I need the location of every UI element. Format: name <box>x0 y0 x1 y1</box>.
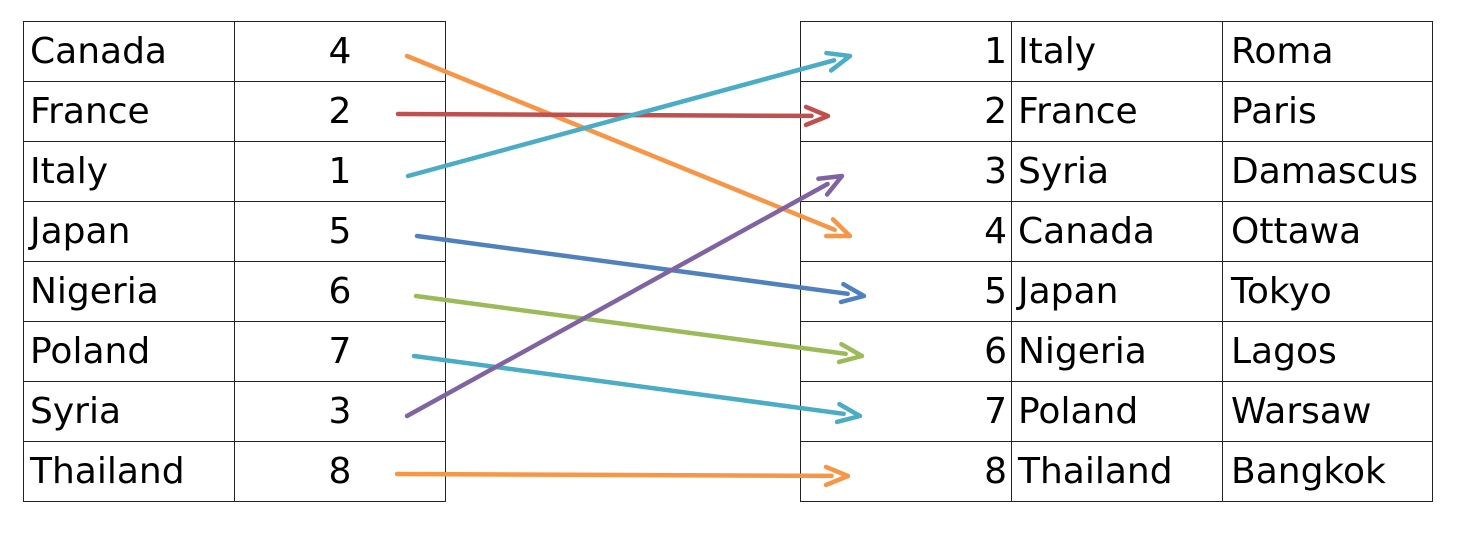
table-row: 5 Japan Tokyo <box>800 261 1433 322</box>
left-index-table: Canada 4 France 2 Italy 1 Japan 5 Nigeria 6 P… <box>23 21 446 502</box>
table-row: 4 Canada Ottawa <box>800 201 1433 262</box>
capital-cell: Paris <box>1222 81 1433 142</box>
country-cell: Thailand <box>1011 441 1223 502</box>
arrow-line <box>414 233 850 297</box>
table-row: Poland 7 <box>23 321 446 382</box>
mapping-arrow <box>404 53 853 239</box>
table-row: France 2 <box>23 81 446 142</box>
country-cell: Italy <box>1011 21 1223 82</box>
mapping-arrow <box>395 104 831 128</box>
arrow-line <box>405 58 837 179</box>
capital-cell: Lagos <box>1222 321 1433 382</box>
arrow-head <box>834 401 863 425</box>
capital-cell: Ottawa <box>1222 201 1433 262</box>
mapping-arrow <box>404 173 845 419</box>
mapping-arrow <box>405 50 853 179</box>
mapping-arrow <box>394 464 851 488</box>
country-cell: Poland <box>1011 381 1223 442</box>
arrow-head <box>824 50 853 73</box>
table-row: 6 Nigeria Lagos <box>800 321 1433 382</box>
index-cell: 6 <box>800 321 1012 382</box>
country-cell: Thailand <box>23 441 235 502</box>
country-cell: Syria <box>23 381 235 442</box>
table-row: Italy 1 <box>23 141 446 202</box>
country-cell: Poland <box>23 321 235 382</box>
capital-cell: Damascus <box>1222 141 1433 202</box>
country-cell: Canada <box>23 21 235 82</box>
index-cell: 2 <box>800 81 1012 142</box>
arrow-head <box>823 464 851 488</box>
index-cell: 8 <box>234 441 446 502</box>
capital-cell: Bangkok <box>1222 441 1433 502</box>
table-row: Nigeria 6 <box>23 261 446 322</box>
country-cell: Japan <box>1011 261 1223 322</box>
country-cell: Nigeria <box>23 261 235 322</box>
country-cell: Syria <box>1011 141 1223 202</box>
index-cell: 1 <box>800 21 1012 82</box>
arrow-line <box>413 293 848 357</box>
mapping-arrow <box>411 353 863 425</box>
arrow-head <box>838 281 867 305</box>
mapping-arrow <box>413 293 865 365</box>
arrow-line <box>395 111 814 119</box>
table-row: Canada 4 <box>23 21 446 82</box>
arrow-line <box>404 181 830 419</box>
country-cell: France <box>1011 81 1223 142</box>
table-row: 3 Syria Damascus <box>800 141 1433 202</box>
table-row: 2 France Paris <box>800 81 1433 142</box>
arrow-head <box>823 217 853 239</box>
arrow-line <box>394 471 834 479</box>
mapping-arrow <box>414 233 867 305</box>
capital-cell: Tokyo <box>1222 261 1433 322</box>
table-row: Syria 3 <box>23 381 446 442</box>
country-cell: Italy <box>23 141 235 202</box>
arrow-head <box>816 173 845 197</box>
arrow-line <box>411 353 846 417</box>
table-row: Thailand 8 <box>23 441 446 502</box>
capital-cell: Warsaw <box>1222 381 1433 442</box>
index-cell: 5 <box>234 201 446 262</box>
arrow-head <box>803 104 831 128</box>
index-cell: 4 <box>234 21 446 82</box>
capital-cell: Roma <box>1222 21 1433 82</box>
index-cell: 7 <box>234 321 446 382</box>
index-cell: 6 <box>234 261 446 322</box>
arrow-line <box>404 53 837 233</box>
index-cell: 1 <box>234 141 446 202</box>
arrow-head <box>836 341 865 365</box>
table-row: 1 Italy Roma <box>800 21 1433 82</box>
